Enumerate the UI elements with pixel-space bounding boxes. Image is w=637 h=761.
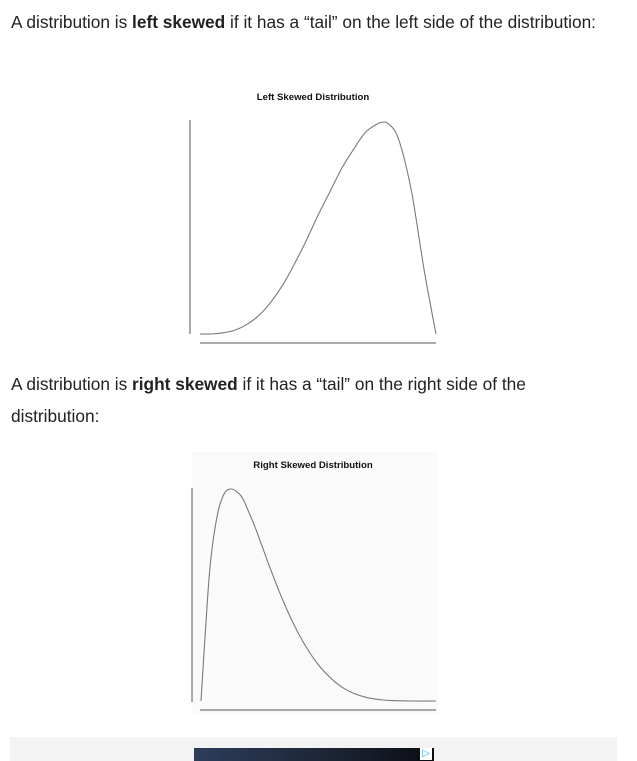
left-chart-plot [189,120,437,344]
left-density-curve [199,121,437,335]
right-chart-title: Right Skewed Distribution [253,460,373,471]
right-skewed-chart: Right Skewed Distribution [186,452,440,714]
right-chart-plot [191,488,437,711]
right-skew-paragraph: A distribution is right skewed if it has… [11,368,571,432]
right-chart-background [192,452,438,714]
right-skew-suffix: if it has a “tail” on the right side of … [11,374,526,426]
right-skew-emphasis: right skewed [132,374,238,394]
advertisement-banner[interactable] [194,748,434,761]
right-skew-prefix: A distribution is [11,374,133,394]
left-skewed-chart: Left Skewed Distribution [186,84,440,346]
left-skew-suffix: if it has a “tail” on the left side of t… [225,12,596,32]
left-chart-title: Left Skewed Distribution [256,92,370,103]
left-skew-prefix: A distribution is [11,12,133,32]
left-skew-emphasis: left skewed [132,12,226,32]
right-density-curve [200,488,437,702]
adchoices-icon[interactable]: ▷ [420,748,432,760]
left-skew-paragraph: A distribution is left skewed if it has … [11,6,631,38]
